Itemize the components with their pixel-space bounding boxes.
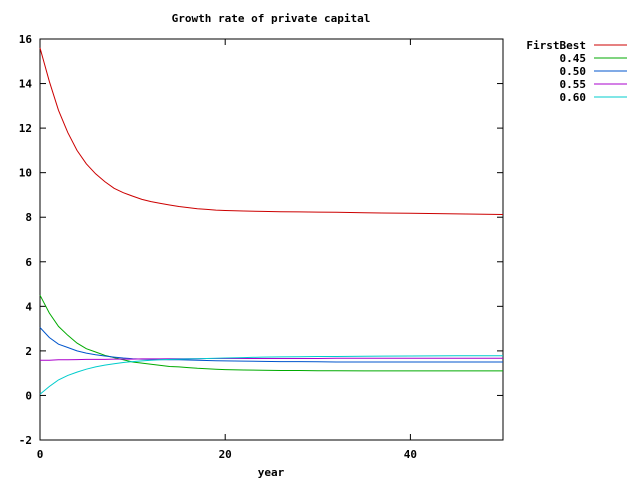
x-axis-label: year (258, 466, 285, 479)
x-tick-label: 40 (404, 448, 417, 461)
legend-label: 0.60 (560, 91, 587, 104)
y-tick-label: 16 (19, 33, 33, 46)
y-tick-label: 4 (25, 300, 32, 313)
plot-frame (39, 38, 504, 441)
y-tick-label: 0 (25, 389, 32, 402)
legend-label: 0.45 (560, 52, 587, 65)
series-line (39, 355, 503, 395)
y-tick-label: 8 (25, 211, 32, 224)
series-line (39, 294, 503, 372)
plot-axes: -2 0 2 4 6 8 10 12 14 16 0 20 40 (19, 33, 504, 461)
legend-label: 0.55 (560, 78, 587, 91)
series-line (40, 357, 503, 361)
series-line (39, 327, 503, 363)
series-layer (39, 47, 504, 395)
legend-label: 0.50 (560, 65, 587, 78)
chart-title: Growth rate of private capital (172, 12, 371, 25)
y-tick-label: -2 (19, 434, 32, 447)
x-tick-label: 0 (37, 448, 44, 461)
series-line (39, 47, 504, 215)
y-tick-label: 6 (25, 256, 32, 269)
y-tick-label: 2 (25, 345, 32, 358)
y-tick-label: 10 (19, 167, 32, 180)
x-tick-label: 20 (219, 448, 232, 461)
legend-label: FirstBest (526, 39, 586, 52)
y-tick-label: 12 (19, 122, 32, 135)
y-tick-label: 14 (19, 78, 33, 91)
